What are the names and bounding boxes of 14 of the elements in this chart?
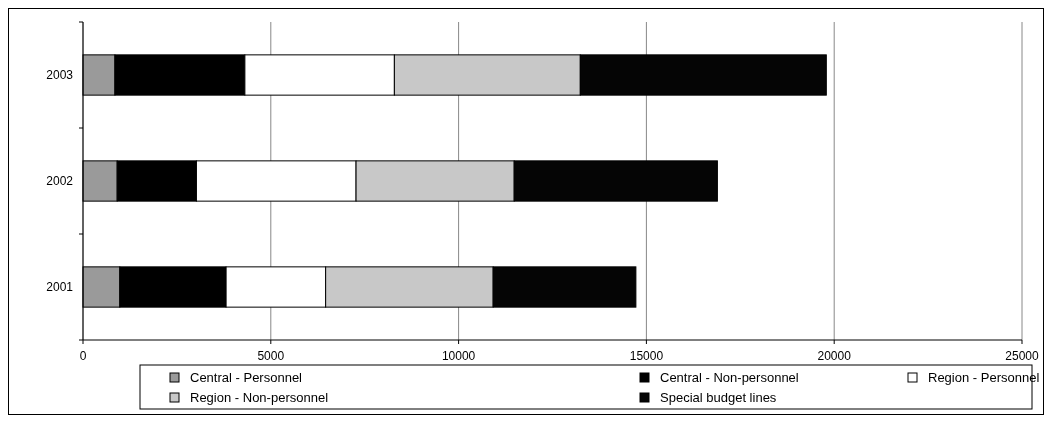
legend-label: Region - Non-personnel: [190, 390, 329, 405]
x-tick-label: 0: [79, 349, 87, 363]
x-tick-label: 10000: [441, 349, 476, 363]
legend-label: Region - Personnel: [928, 370, 1040, 385]
x-tick-label: 25000: [1005, 349, 1040, 363]
x-tick-label: 20000: [817, 349, 852, 363]
legend-label: Central - Personnel: [190, 370, 303, 385]
y-tick-label: 2002: [46, 174, 74, 188]
legend-label: Special budget lines: [660, 390, 777, 405]
y-tick-label: 2001: [46, 280, 74, 294]
legend-label: Central - Non-personnel: [660, 370, 799, 385]
y-tick-label: 2003: [46, 68, 74, 82]
x-tick-label: 5000: [257, 349, 285, 363]
x-tick-label: 15000: [629, 349, 664, 363]
